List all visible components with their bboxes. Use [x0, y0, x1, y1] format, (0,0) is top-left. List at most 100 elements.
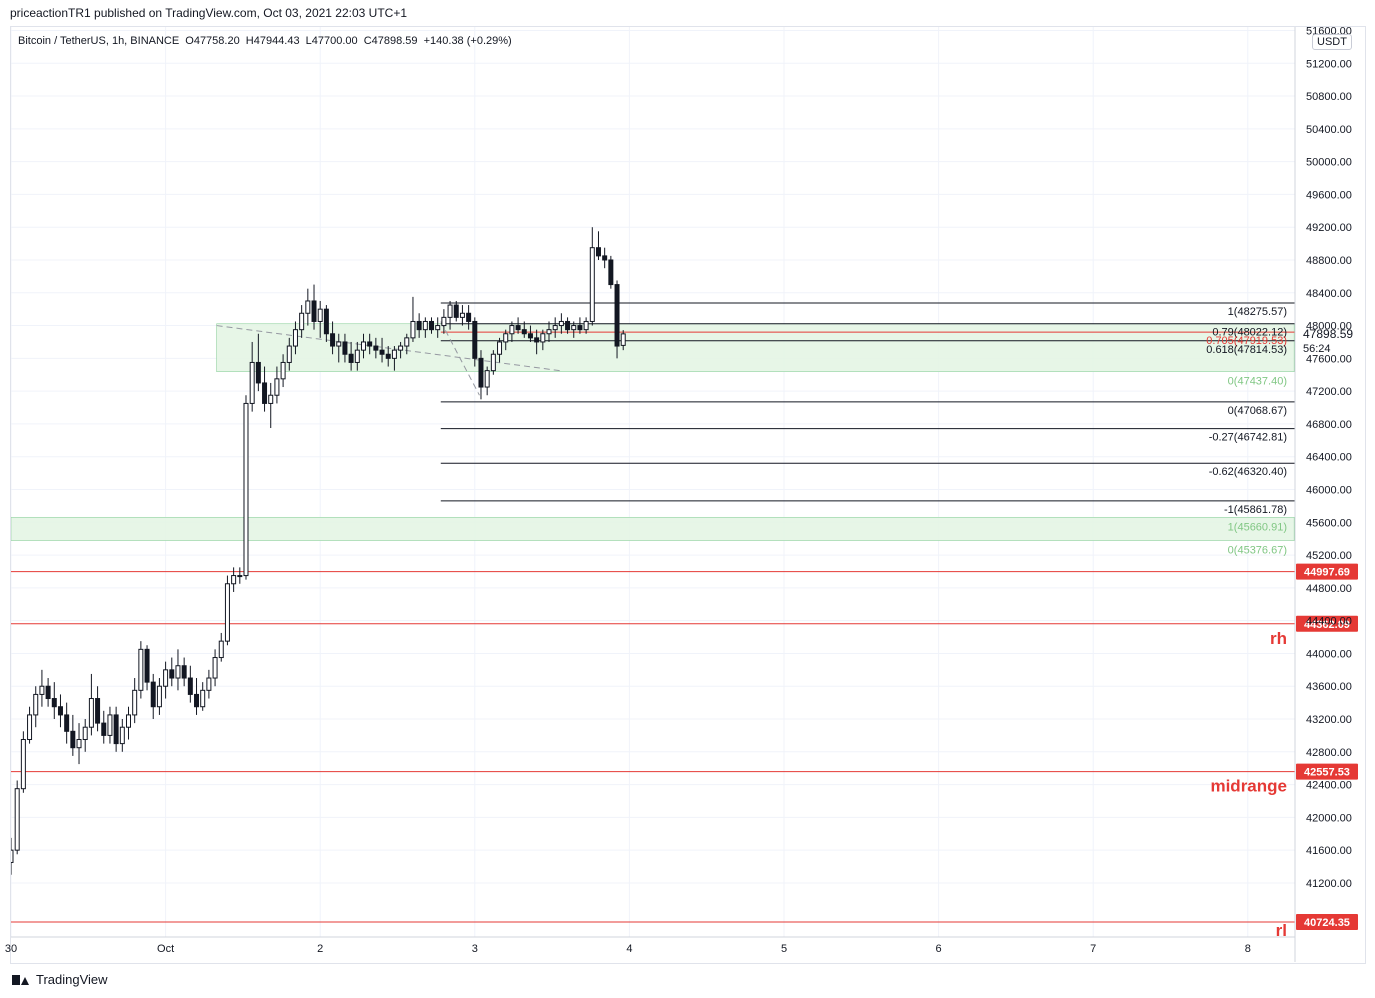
candle[interactable]	[509, 321, 515, 342]
candle[interactable]	[132, 678, 138, 724]
candle[interactable]	[156, 678, 162, 715]
candle[interactable]	[410, 296, 416, 342]
candle[interactable]	[57, 694, 63, 728]
candle[interactable]	[33, 686, 39, 728]
candle[interactable]	[527, 325, 533, 342]
candle[interactable]	[138, 641, 144, 699]
candle[interactable]	[348, 341, 354, 371]
candle[interactable]	[515, 317, 521, 334]
candle[interactable]	[589, 227, 595, 326]
candle[interactable]	[330, 321, 336, 355]
candle[interactable]	[76, 723, 82, 765]
candle[interactable]	[249, 341, 255, 412]
candle[interactable]	[163, 661, 169, 699]
candle[interactable]	[614, 280, 620, 359]
candle[interactable]	[323, 305, 329, 342]
candle[interactable]	[367, 333, 373, 355]
candle[interactable]	[125, 706, 131, 740]
candle[interactable]	[200, 682, 206, 711]
currency-badge[interactable]: USDT	[1312, 34, 1352, 50]
candle[interactable]	[144, 645, 150, 691]
candle[interactable]	[490, 350, 496, 375]
candle[interactable]	[187, 665, 193, 703]
candle[interactable]	[558, 313, 564, 334]
candle[interactable]	[181, 657, 187, 687]
candle[interactable]	[39, 669, 45, 707]
candle[interactable]	[602, 247, 608, 269]
candle[interactable]	[243, 395, 249, 580]
candle[interactable]	[45, 678, 51, 707]
candle[interactable]	[336, 333, 342, 363]
candle[interactable]	[9, 837, 14, 875]
candle[interactable]	[546, 321, 552, 342]
candle[interactable]	[194, 678, 200, 715]
candle[interactable]	[472, 317, 478, 367]
candle[interactable]	[14, 780, 20, 855]
candle[interactable]	[274, 366, 280, 404]
candle[interactable]	[113, 706, 119, 752]
candle[interactable]	[571, 321, 577, 338]
candle[interactable]	[503, 329, 509, 351]
candle[interactable]	[379, 337, 385, 363]
footer-brand[interactable]: TradingView	[12, 972, 108, 987]
candle[interactable]	[577, 317, 583, 334]
candle[interactable]	[360, 333, 366, 359]
candle[interactable]	[101, 710, 107, 744]
candle[interactable]	[237, 567, 243, 584]
candle[interactable]	[453, 300, 459, 322]
candle[interactable]	[311, 284, 317, 330]
candle[interactable]	[95, 686, 101, 732]
candle[interactable]	[404, 333, 410, 355]
candle[interactable]	[27, 706, 33, 744]
candle[interactable]	[150, 673, 156, 720]
candle[interactable]	[466, 305, 472, 330]
candle[interactable]	[398, 341, 404, 359]
candle[interactable]	[595, 231, 601, 260]
candle[interactable]	[255, 333, 261, 392]
candle[interactable]	[429, 317, 435, 334]
candle[interactable]	[175, 649, 181, 691]
candle[interactable]	[497, 337, 503, 363]
candle[interactable]	[608, 255, 614, 289]
candle[interactable]	[305, 288, 311, 326]
candle[interactable]	[119, 719, 125, 752]
candle[interactable]	[218, 632, 224, 662]
candle[interactable]	[521, 321, 527, 338]
candle[interactable]	[262, 366, 268, 412]
candle[interactable]	[280, 354, 286, 388]
candle[interactable]	[422, 317, 428, 338]
candle[interactable]	[299, 305, 305, 338]
candle[interactable]	[478, 350, 484, 400]
candle[interactable]	[583, 317, 589, 334]
candle[interactable]	[342, 333, 348, 363]
candle[interactable]	[540, 329, 546, 351]
candle[interactable]	[212, 649, 218, 687]
candle[interactable]	[206, 669, 212, 699]
candle[interactable]	[484, 366, 490, 396]
candle[interactable]	[107, 706, 113, 744]
candle[interactable]	[459, 305, 465, 326]
candle[interactable]	[447, 300, 453, 330]
candle[interactable]	[88, 673, 94, 736]
candle[interactable]	[51, 682, 57, 720]
candle[interactable]	[435, 317, 441, 338]
candle[interactable]	[317, 300, 323, 338]
candle[interactable]	[169, 657, 175, 687]
candle[interactable]	[82, 719, 88, 752]
candle[interactable]	[373, 337, 379, 359]
candle[interactable]	[385, 346, 391, 367]
candle[interactable]	[552, 317, 558, 338]
candle[interactable]	[286, 337, 292, 371]
candle[interactable]	[565, 317, 571, 334]
candle[interactable]	[70, 714, 76, 756]
candle[interactable]	[391, 346, 397, 371]
candle[interactable]	[441, 309, 447, 334]
candle[interactable]	[292, 321, 298, 355]
candle[interactable]	[224, 575, 230, 646]
candle[interactable]	[20, 731, 26, 793]
candle[interactable]	[534, 329, 540, 355]
candle[interactable]	[64, 702, 70, 744]
candle[interactable]	[620, 330, 626, 351]
candle[interactable]	[268, 382, 274, 429]
